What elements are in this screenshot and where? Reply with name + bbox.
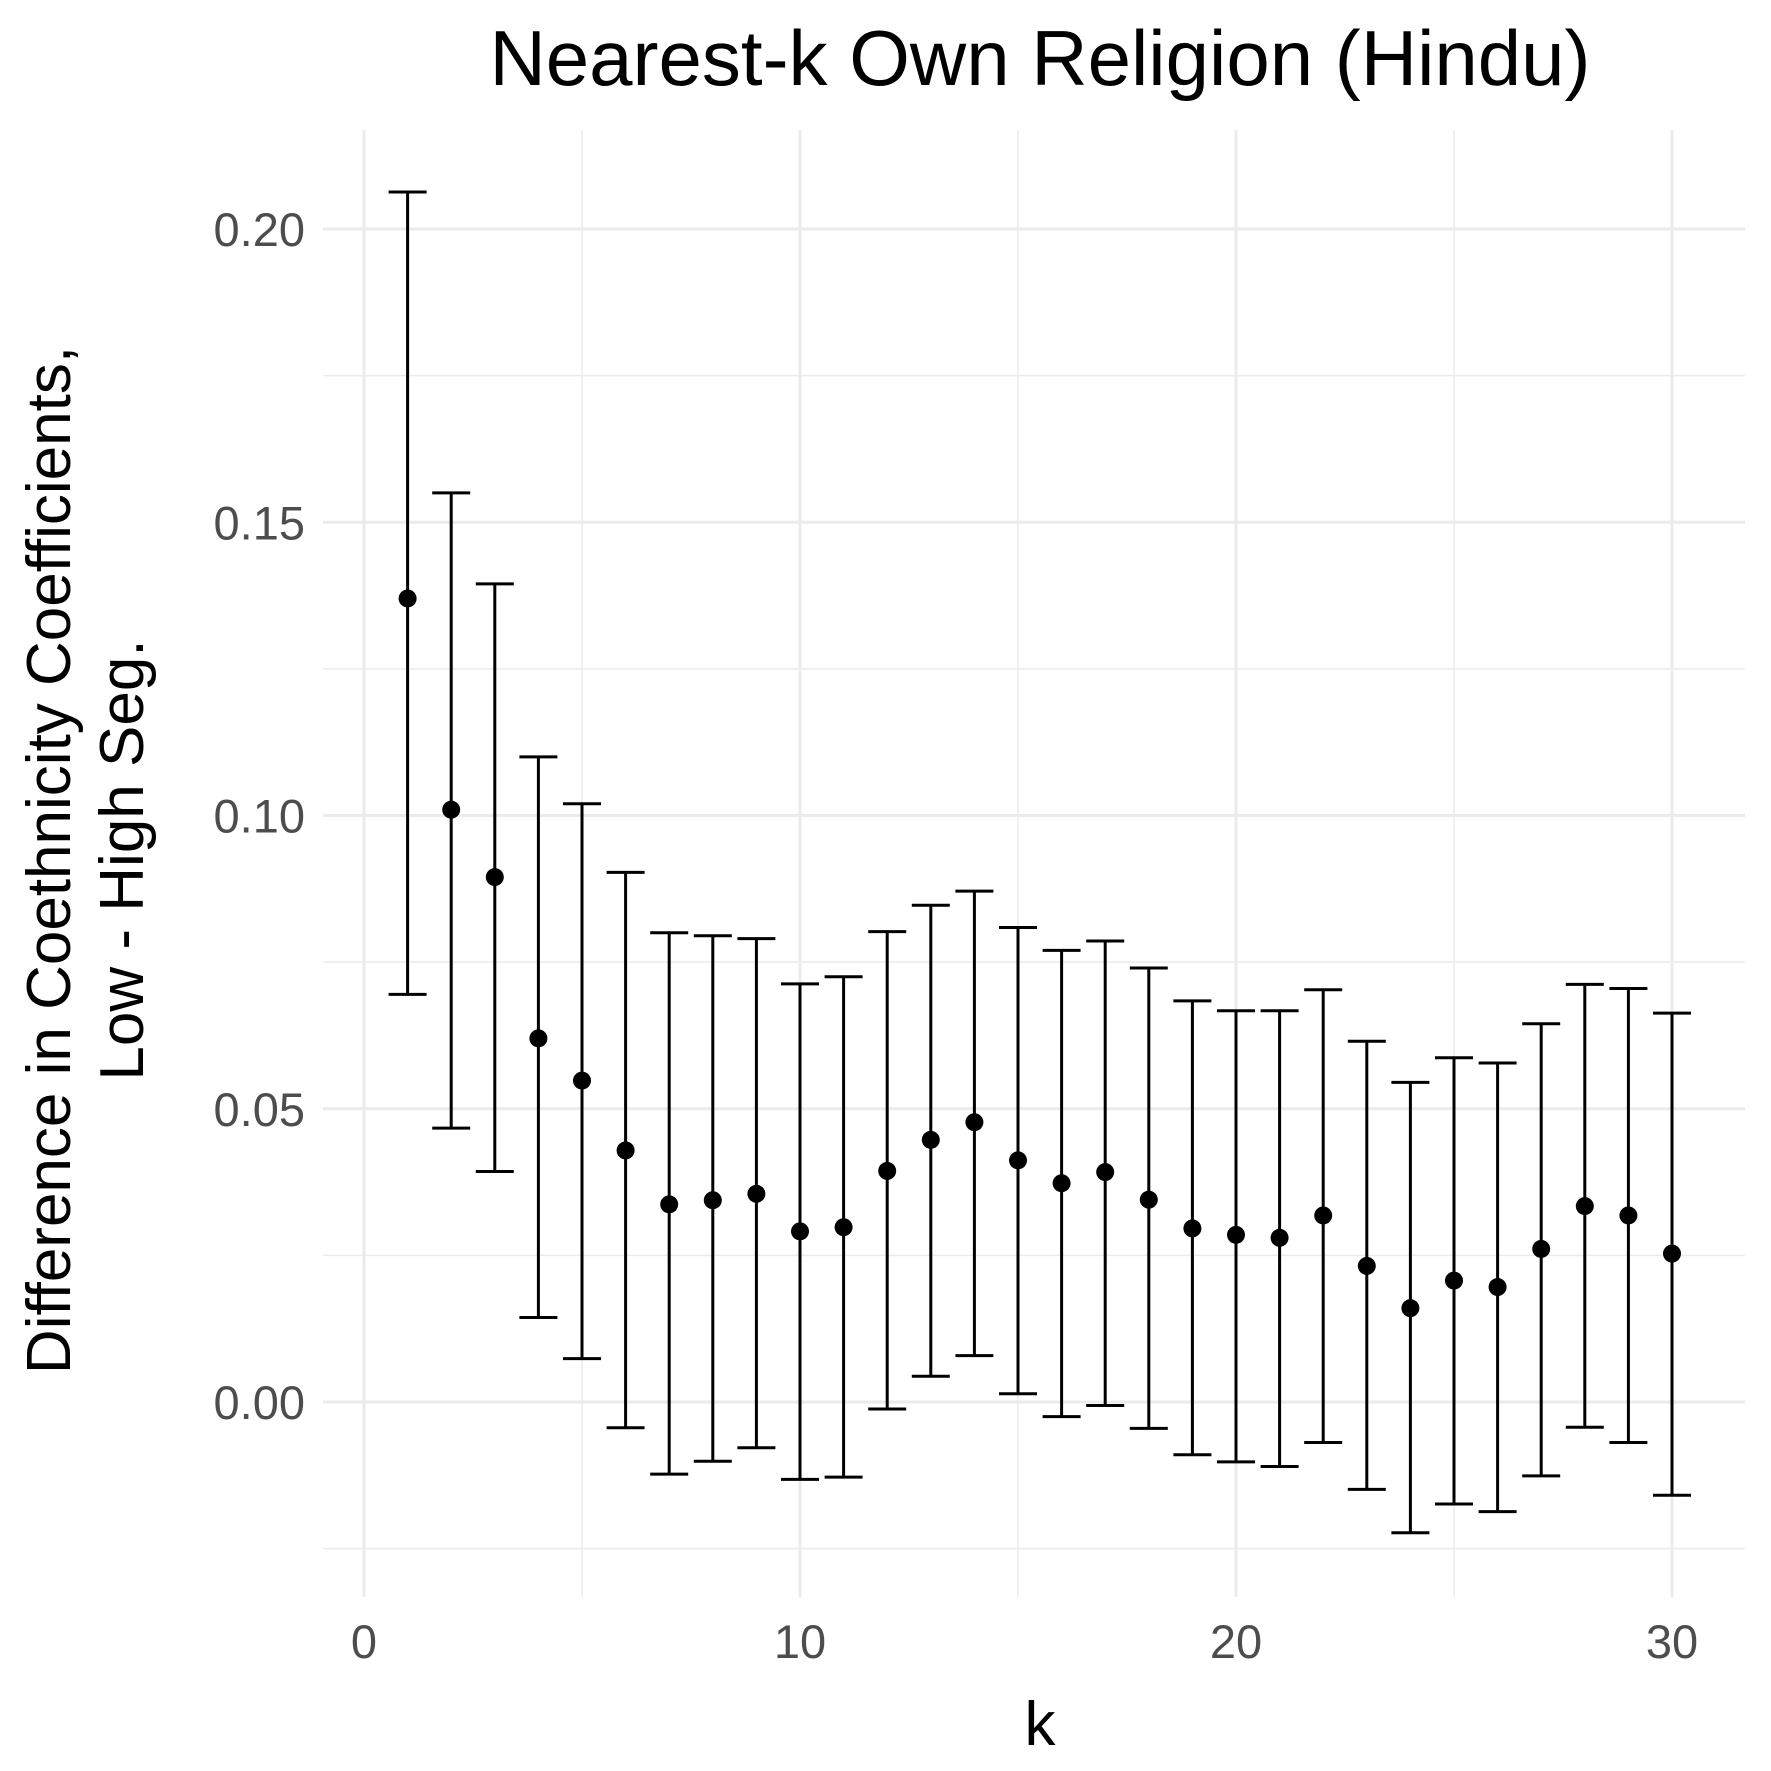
data-point xyxy=(1227,1225,1245,1244)
data-point xyxy=(1139,1190,1158,1209)
data-point xyxy=(573,1071,591,1090)
y-tick-label: 0.20 xyxy=(214,203,305,256)
x-tick-label: 20 xyxy=(1210,1615,1262,1668)
data-point xyxy=(616,1141,635,1160)
data-point xyxy=(1663,1244,1681,1263)
y-axis-title-line-2: Low - High Seg. xyxy=(88,639,157,1080)
y-tick-label: 0.10 xyxy=(214,790,305,843)
data-point xyxy=(878,1161,897,1180)
data-point xyxy=(1314,1206,1333,1225)
data-point xyxy=(660,1195,679,1214)
chart-title: Nearest-k Own Religion (Hindu) xyxy=(489,14,1590,102)
data-point xyxy=(1619,1206,1638,1225)
data-point xyxy=(1575,1197,1594,1216)
data-point xyxy=(791,1222,809,1241)
data-point xyxy=(834,1218,853,1237)
data-point xyxy=(703,1191,722,1210)
x-tick-label: 0 xyxy=(351,1615,377,1668)
data-points xyxy=(398,589,1681,1318)
y-tick-label: 0.15 xyxy=(214,496,305,549)
data-point xyxy=(1488,1278,1507,1297)
gridlines xyxy=(323,130,1745,1597)
data-point xyxy=(1009,1151,1027,1170)
data-point xyxy=(965,1113,984,1132)
y-tick-label: 0.00 xyxy=(214,1376,305,1429)
data-point xyxy=(442,800,461,819)
y-axis-ticks: 0.00 0.05 0.10 0.15 0.20 xyxy=(214,203,305,1429)
y-tick-label: 0.05 xyxy=(214,1083,305,1136)
x-tick-label: 30 xyxy=(1646,1615,1698,1668)
data-point xyxy=(921,1130,940,1149)
data-point xyxy=(1357,1256,1376,1275)
x-tick-label: 10 xyxy=(774,1615,826,1668)
x-axis-title: k xyxy=(1025,1690,1057,1759)
error-bars xyxy=(388,190,1691,1535)
data-point xyxy=(485,868,504,887)
y-axis-title-line-1: Difference in Coethnicity Coefficients, xyxy=(15,346,84,1374)
data-point xyxy=(1096,1163,1115,1182)
x-axis-ticks: 0 10 20 30 xyxy=(351,1615,1698,1668)
data-point xyxy=(1270,1228,1289,1247)
data-point xyxy=(1532,1239,1551,1258)
data-point xyxy=(1052,1174,1071,1193)
data-point xyxy=(747,1184,766,1203)
data-point xyxy=(1183,1219,1202,1238)
data-point xyxy=(398,589,417,608)
data-point xyxy=(1401,1299,1420,1318)
data-point xyxy=(529,1029,548,1048)
data-point xyxy=(1445,1271,1463,1290)
